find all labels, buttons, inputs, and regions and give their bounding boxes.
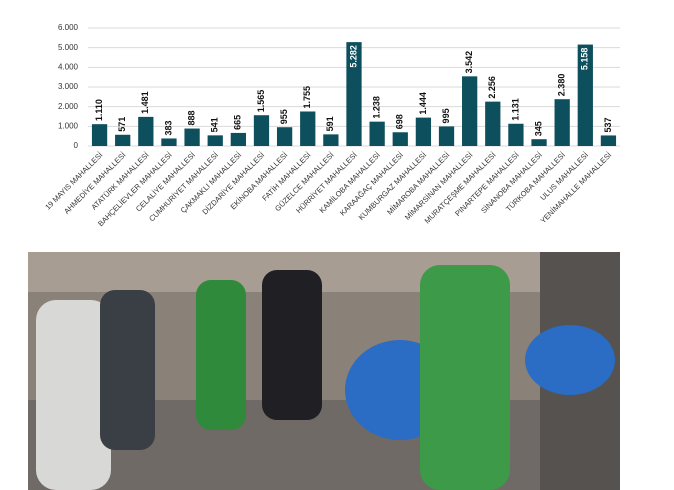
bar — [485, 101, 501, 146]
value-label: 537 — [603, 117, 613, 132]
photo — [28, 252, 620, 490]
value-label: 1.755 — [302, 86, 312, 109]
bar — [276, 127, 293, 146]
y-tick-label: 5.000 — [58, 43, 79, 52]
bar — [91, 124, 108, 146]
photo-person — [36, 300, 111, 490]
bar — [554, 99, 570, 146]
value-label: 665 — [233, 115, 243, 130]
photo-wall — [28, 252, 620, 292]
value-label: 995 — [441, 108, 451, 123]
bar — [253, 115, 270, 146]
photo-person — [196, 280, 246, 430]
value-label: 3.542 — [464, 51, 474, 74]
photo-person — [100, 290, 155, 450]
bar — [508, 123, 524, 146]
y-tick-label: 3.000 — [58, 82, 79, 91]
value-label: 2.256 — [487, 76, 497, 99]
y-tick-label: 0 — [74, 141, 79, 150]
value-label: 1.565 — [256, 90, 266, 113]
bar — [600, 135, 617, 146]
value-label: 1.131 — [510, 98, 520, 121]
value-label: 383 — [163, 120, 173, 135]
bar — [161, 138, 177, 146]
bar — [531, 139, 547, 146]
bar — [115, 134, 131, 146]
photo-person — [420, 265, 510, 490]
bar — [207, 135, 223, 146]
value-label: 955 — [279, 109, 289, 124]
value-label: 541 — [210, 117, 220, 132]
value-label: 591 — [325, 116, 335, 131]
y-tick-label: 6.000 — [58, 23, 79, 32]
value-label: 1.238 — [372, 96, 382, 119]
value-label: 1.444 — [418, 92, 428, 115]
value-label: 571 — [117, 117, 127, 132]
value-label: 2.380 — [557, 74, 567, 97]
y-tick-label: 4.000 — [58, 62, 79, 71]
y-tick-label: 2.000 — [58, 102, 79, 111]
value-label: 1.110 — [94, 99, 104, 121]
bar — [300, 111, 316, 146]
bar — [323, 134, 339, 146]
value-label: 345 — [533, 121, 543, 136]
value-label: 698 — [395, 114, 405, 129]
bar — [230, 132, 246, 146]
bar — [369, 121, 385, 146]
bar — [138, 116, 154, 146]
value-label: 888 — [186, 111, 196, 126]
bar — [438, 126, 455, 146]
bar — [346, 42, 362, 146]
photo-person — [262, 270, 322, 420]
value-label: 5.282 — [348, 45, 358, 68]
value-label: 1.481 — [140, 91, 150, 114]
bar — [577, 44, 593, 146]
bar — [392, 132, 408, 146]
bar — [462, 76, 478, 146]
bar — [184, 128, 200, 146]
y-tick-label: 1.000 — [58, 121, 79, 130]
bar — [415, 117, 432, 146]
photo-bags — [525, 325, 615, 395]
value-label: 5.158 — [580, 48, 590, 71]
